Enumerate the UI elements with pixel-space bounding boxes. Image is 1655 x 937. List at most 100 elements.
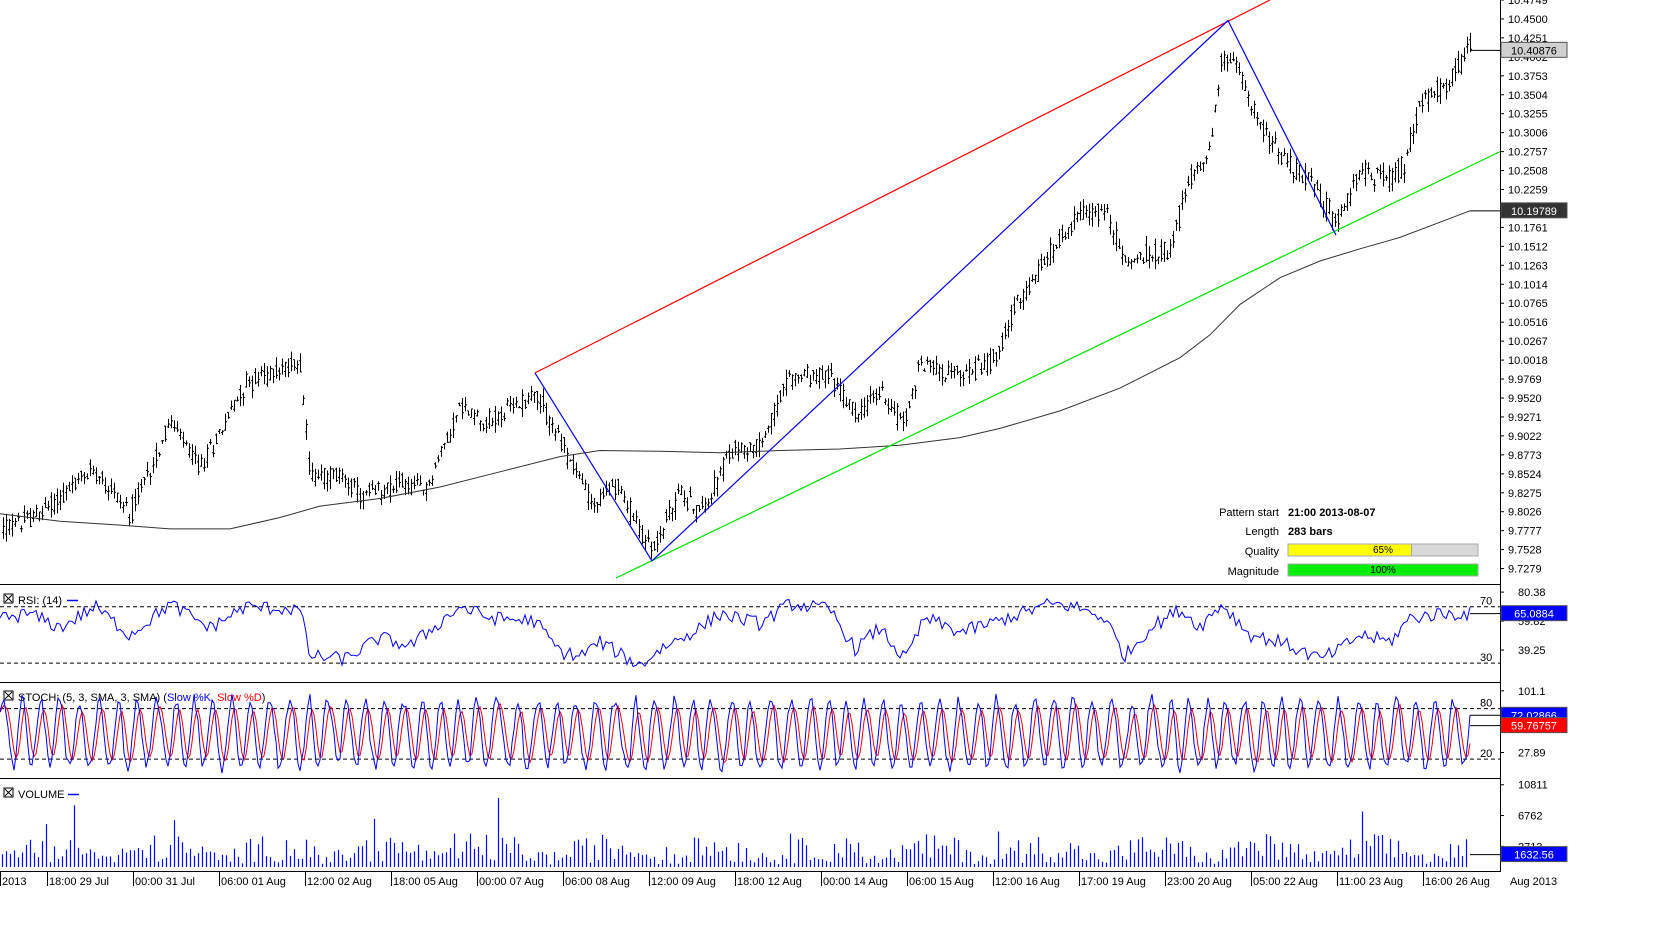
price-candle bbox=[683, 490, 686, 507]
price-candle bbox=[1148, 246, 1151, 269]
price-tags: 10.40876 10.19789 bbox=[1470, 41, 1568, 219]
price-candle bbox=[734, 439, 737, 456]
price-candle bbox=[401, 472, 404, 488]
price-candle bbox=[869, 386, 872, 404]
price-candle bbox=[584, 479, 587, 490]
time-tick-label: 05:00 22 Aug bbox=[1253, 876, 1318, 888]
rsi-tick-label: 80.38 bbox=[1518, 587, 1546, 599]
price-candle bbox=[557, 424, 560, 434]
price-candle bbox=[1439, 78, 1442, 104]
price-candle bbox=[788, 370, 791, 377]
price-candle bbox=[1175, 219, 1178, 231]
price-candle bbox=[917, 360, 920, 372]
price-candle bbox=[92, 465, 95, 475]
price-candle bbox=[1136, 254, 1139, 264]
price-candle bbox=[842, 383, 845, 409]
price-candle bbox=[563, 437, 566, 454]
stoch-d-label: Slow %D bbox=[217, 692, 262, 704]
price-candle bbox=[1106, 203, 1109, 213]
price-candle bbox=[998, 345, 1001, 360]
price-candle bbox=[545, 402, 548, 426]
price-tick-label: 9.8524 bbox=[1508, 469, 1542, 481]
price-candle bbox=[326, 470, 329, 492]
price-candle bbox=[305, 419, 308, 440]
price-candle bbox=[1343, 203, 1346, 211]
price-candle bbox=[473, 409, 476, 426]
price-candle bbox=[509, 395, 512, 412]
price-candle bbox=[1403, 164, 1406, 184]
time-tick-label: 18:00 29 Jul bbox=[49, 876, 109, 888]
time-tick-label: 06:00 08 Aug bbox=[565, 876, 630, 888]
volume-title: VOLUME bbox=[18, 789, 64, 801]
price-candle bbox=[1166, 250, 1169, 260]
quality-bar-fill bbox=[1287, 543, 1412, 557]
price-candle bbox=[881, 381, 884, 391]
price-candle bbox=[992, 348, 995, 364]
rsi-line bbox=[0, 597, 1471, 668]
price-candle bbox=[857, 413, 860, 423]
price-tick-label: 10.3753 bbox=[1508, 71, 1548, 83]
price-candle bbox=[1364, 159, 1367, 187]
price-candle bbox=[1340, 204, 1343, 217]
price-candle bbox=[728, 444, 731, 464]
price-tick-label: 9.8773 bbox=[1508, 450, 1542, 462]
price-candle bbox=[1379, 164, 1382, 180]
time-tick-label: 16:00 26 Aug bbox=[1425, 876, 1490, 888]
price-candle bbox=[659, 525, 662, 543]
price-candle bbox=[1028, 277, 1031, 296]
price-candle bbox=[1091, 202, 1094, 227]
price-candle bbox=[95, 467, 98, 485]
price-candle bbox=[446, 431, 449, 443]
stoch-d-tag-text: 59.76757 bbox=[1511, 721, 1557, 733]
price-candle bbox=[959, 370, 962, 387]
price-candle bbox=[35, 504, 38, 518]
time-tick-label: 12:00 16 Aug bbox=[995, 876, 1060, 888]
price-candle bbox=[1376, 167, 1379, 174]
price-candle bbox=[329, 466, 332, 490]
price-panel: 10.474910.450010.425110.400210.375310.35… bbox=[0, 0, 1568, 579]
stoch-panel: STOCH: (5, 3, SMA, 3, SMA) (Slow %K, Slo… bbox=[0, 686, 1568, 774]
price-candle bbox=[644, 534, 647, 551]
price-candle bbox=[398, 471, 401, 488]
price-candle bbox=[800, 374, 803, 383]
price-candle bbox=[878, 386, 881, 401]
price-candle bbox=[818, 367, 821, 389]
price-candle bbox=[1265, 121, 1268, 136]
price-candle bbox=[893, 401, 896, 416]
price-candle bbox=[839, 378, 842, 402]
price-candle bbox=[50, 492, 53, 518]
stoch-close-icon[interactable] bbox=[3, 690, 14, 701]
price-candle bbox=[1289, 148, 1292, 174]
price-candle bbox=[1256, 112, 1259, 126]
price-candle bbox=[125, 496, 128, 507]
price-candle bbox=[803, 368, 806, 377]
price-candle bbox=[185, 440, 188, 446]
price-candle bbox=[494, 406, 497, 433]
price-candle bbox=[827, 365, 830, 384]
price-candle bbox=[347, 477, 350, 496]
price-candle bbox=[1361, 162, 1364, 175]
time-tick-label: 00:00 14 Aug bbox=[823, 876, 888, 888]
price-candle bbox=[1469, 32, 1472, 53]
price-candle bbox=[782, 383, 785, 397]
price-candle bbox=[1076, 211, 1079, 223]
price-candle bbox=[443, 442, 446, 450]
price-candle bbox=[1295, 158, 1298, 181]
stoch-d-tag-box bbox=[1500, 717, 1568, 734]
magnitude-bar-fill bbox=[1287, 563, 1479, 577]
price-tick-label: 10.3504 bbox=[1508, 90, 1548, 102]
stoch-tick-label: 101.1 bbox=[1518, 686, 1546, 698]
price-candle bbox=[761, 437, 764, 448]
price-candle bbox=[1358, 169, 1361, 181]
ma-value-tag-box bbox=[1500, 202, 1568, 219]
volume-close-icon[interactable] bbox=[3, 787, 14, 798]
price-candle bbox=[1223, 50, 1226, 71]
price-candle bbox=[140, 478, 143, 493]
price-candle bbox=[1160, 239, 1163, 262]
price-candle bbox=[635, 510, 638, 524]
price-candle bbox=[815, 369, 818, 385]
price-candle bbox=[386, 482, 389, 495]
price-candle bbox=[656, 530, 659, 553]
rsi-close-icon[interactable] bbox=[3, 593, 14, 604]
